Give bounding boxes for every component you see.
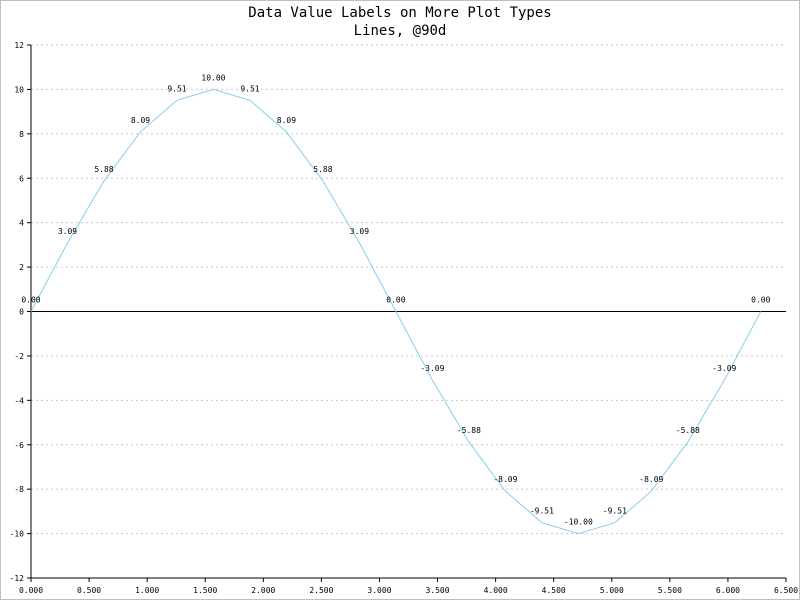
x-tick-label: 2.500 — [309, 586, 333, 595]
x-tick-label: 1.000 — [135, 586, 159, 595]
chart-subtitle: Lines, @90d — [353, 23, 447, 39]
tick-labels: 12 10 8 6 4 2 0 -2 -4 -6 -8 -10 -12 0.000 0.500 1.000 1.… — [10, 41, 799, 595]
series-layer — [30, 88, 762, 535]
x-tick-label: 2.000 — [251, 586, 275, 595]
data-label: 5.88 — [94, 165, 113, 174]
data-label: 9.51 — [167, 84, 186, 93]
chart-title: Data Value Labels on More Plot Types — [248, 5, 552, 21]
x-tick-label: 6.000 — [716, 586, 740, 595]
data-label: -8.09 — [639, 475, 663, 484]
data-label: 10.00 — [201, 73, 225, 82]
x-tick-label: 0.000 — [19, 586, 43, 595]
data-label: 0.00 — [21, 296, 40, 305]
x-tick-label: 0.500 — [77, 586, 101, 595]
data-label: 3.09 — [58, 227, 77, 236]
y-tick-label: -8 — [14, 485, 24, 494]
x-tick-label: 5.500 — [658, 586, 682, 595]
data-label: 8.09 — [277, 116, 296, 125]
data-label: -8.09 — [493, 475, 517, 484]
y-tick-label: 8 — [19, 130, 24, 139]
data-label: -9.51 — [603, 507, 627, 516]
data-label: -10.00 — [564, 518, 593, 527]
y-tick-label: 0 — [19, 308, 24, 317]
data-label: 9.51 — [240, 84, 259, 93]
data-label: -9.51 — [530, 507, 554, 516]
data-label: 8.09 — [131, 116, 150, 125]
data-label: 5.88 — [313, 165, 332, 174]
data-label: 3.09 — [350, 227, 369, 236]
x-tick-label: 3.500 — [425, 586, 449, 595]
x-tick-label: 4.000 — [484, 586, 508, 595]
axes — [27, 44, 787, 582]
x-tick-label: 6.500 — [774, 586, 798, 595]
data-label: 0.00 — [386, 296, 405, 305]
data-labels: 0.00 3.09 5.88 8.09 9.51 10.00 9.51 8.09 5.88 3.0… — [21, 73, 770, 526]
y-tick-label: 2 — [19, 263, 24, 272]
y-tick-label: 10 — [14, 85, 24, 94]
y-tick-label: -6 — [14, 441, 24, 450]
x-tick-label: 3.000 — [367, 586, 391, 595]
x-tick-label: 1.500 — [193, 586, 217, 595]
data-label: -3.09 — [712, 364, 736, 373]
data-label: -5.88 — [676, 426, 700, 435]
y-tick-label: -12 — [10, 574, 25, 583]
y-tick-label: 4 — [19, 219, 24, 228]
grid-lines — [31, 44, 786, 535]
x-tick-label: 4.500 — [542, 586, 566, 595]
data-label: 0.00 — [751, 296, 770, 305]
y-tick-label: -4 — [14, 396, 24, 405]
y-tick-label: 6 — [19, 174, 24, 183]
y-tick-label: -10 — [10, 530, 25, 539]
x-tick-label: 5.000 — [600, 586, 624, 595]
data-label: -3.09 — [420, 364, 444, 373]
y-tick-label: -2 — [14, 352, 24, 361]
data-label: -5.88 — [457, 426, 481, 435]
y-tick-label: 12 — [14, 41, 24, 50]
